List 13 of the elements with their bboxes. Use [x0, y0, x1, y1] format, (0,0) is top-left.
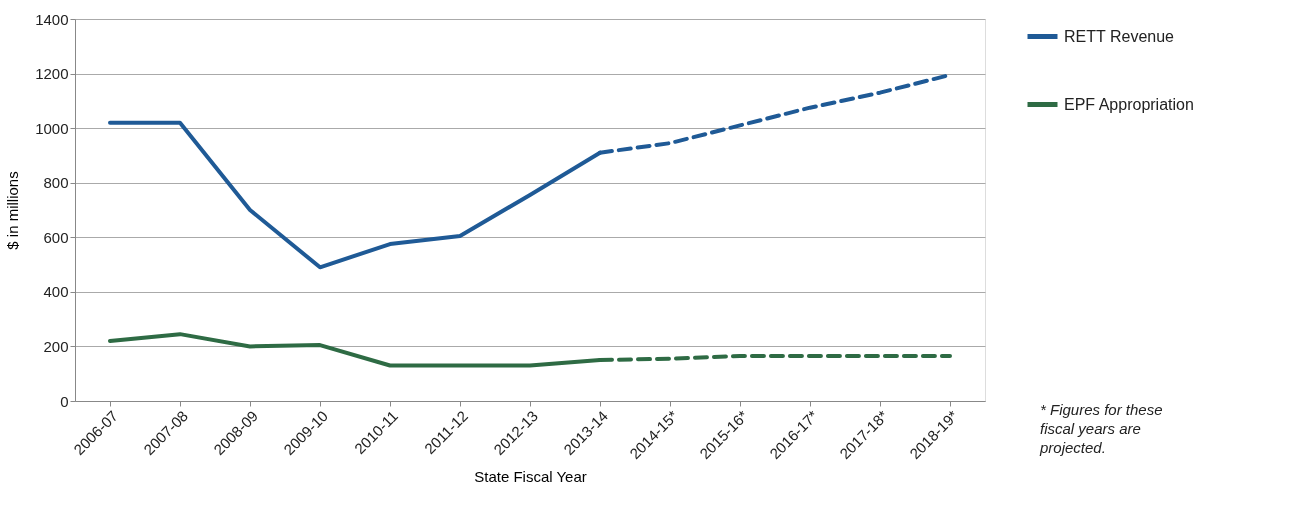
y-tick-label: 600: [43, 228, 69, 246]
y-tick-label: 1000: [35, 119, 69, 137]
text: * Figures for these fiscal years are projected.: [1039, 401, 1163, 456]
legend-label: EPF Appropriation: [1064, 95, 1194, 113]
y-tick-label: 200: [43, 337, 69, 355]
legend-label: RETT Revenue: [1064, 27, 1175, 45]
x-axis-title: State Fiscal Year: [474, 468, 587, 486]
y-axis-title: $ in millions: [4, 171, 22, 250]
y-tick-label: 1200: [35, 65, 69, 83]
y-tick-label: 800: [43, 174, 69, 192]
y-tick-label: 400: [43, 283, 69, 301]
y-tick-label: 1400: [35, 10, 69, 28]
y-tick-label: 0: [60, 392, 69, 410]
